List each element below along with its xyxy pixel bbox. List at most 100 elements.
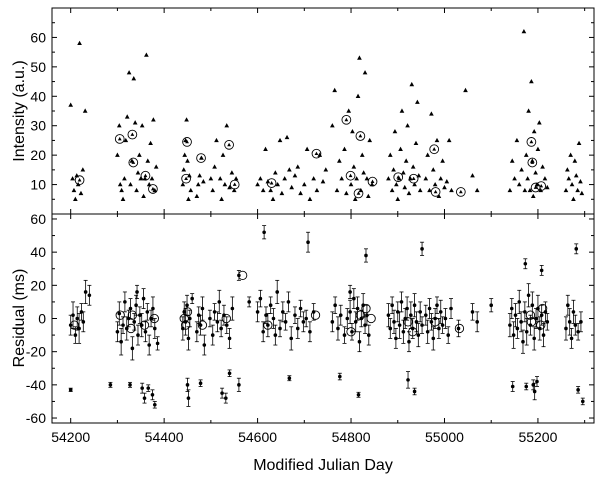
intensity-point (122, 176, 127, 181)
intensity-point (412, 181, 417, 187)
intensity-circled-point-triangle (530, 160, 535, 164)
intensity-point (314, 187, 320, 193)
intensity-point (287, 167, 292, 172)
residual-point (418, 310, 422, 314)
intensity-point (542, 176, 548, 181)
residual-point (355, 306, 360, 311)
intensity-point (117, 181, 123, 187)
residual-point (140, 386, 144, 390)
residual-point (73, 333, 78, 337)
residual-point (414, 320, 419, 324)
x-axis-title: Modified Julian Day (253, 457, 393, 474)
residual-circled-point (525, 310, 536, 320)
intensity-point (514, 137, 520, 143)
intensity-point (357, 55, 362, 60)
intensity-point (337, 158, 342, 163)
residual-point (188, 316, 192, 321)
residual-point (289, 336, 294, 341)
intensity-circled-point-triangle (232, 182, 237, 186)
residual-point (423, 313, 428, 317)
residual-point (366, 333, 371, 337)
intensity-point (565, 167, 570, 172)
intensity-point (255, 181, 260, 187)
intensity-point (351, 164, 357, 169)
residual-point (266, 323, 270, 327)
intensity-circled-point-triangle (151, 186, 155, 191)
intensity-point (429, 111, 434, 116)
residual-point (539, 268, 544, 273)
bottom-y-axis-tick-label: -40 (26, 377, 46, 393)
residual-circled-point (403, 317, 413, 327)
residual-point (301, 320, 306, 324)
residual-point (511, 333, 516, 337)
residual-point (308, 329, 312, 334)
intensity-point (342, 146, 347, 151)
intensity-point (115, 152, 120, 157)
intensity-point (522, 187, 528, 193)
intensity-circled-point (527, 157, 538, 168)
intensity-point (123, 137, 129, 143)
intensity-point (116, 123, 122, 128)
intensity-circled-point (128, 157, 139, 168)
residual-circled-point (346, 327, 356, 337)
residual-point (420, 323, 424, 327)
residual-circled-point (126, 323, 136, 334)
intensity-point (231, 187, 237, 193)
intensity-circled-point-triangle (348, 173, 353, 178)
residual-point (406, 378, 410, 382)
intensity-point (80, 167, 86, 172)
intensity-circled-point (430, 187, 441, 197)
intensity-circled-point-triangle (356, 191, 361, 195)
residual-point (407, 339, 411, 344)
intensity-point (295, 164, 301, 169)
residual-circled-point (115, 310, 125, 320)
residual-point (295, 326, 300, 331)
residual-point (342, 333, 347, 337)
intensity-circled-point-triangle (411, 176, 416, 181)
residual-point (224, 396, 228, 400)
residual-point (304, 316, 308, 321)
residual-point (185, 383, 190, 387)
top-y-axis-tick-label: 50 (30, 59, 46, 75)
intensity-point (566, 176, 572, 181)
intensity-point (529, 78, 534, 84)
intensity-point (579, 190, 585, 196)
intensity-point (332, 87, 338, 93)
residual-circled-point (408, 327, 418, 337)
intensity-point (128, 181, 133, 187)
intensity-point (134, 187, 139, 193)
intensity-circled-point (311, 148, 322, 159)
residual-point (574, 247, 579, 251)
residual-circled-point (221, 313, 231, 324)
intensity-point (563, 187, 569, 193)
intensity-point (387, 152, 393, 157)
intensity-circled-point-triangle (199, 155, 203, 160)
residual-point (212, 310, 217, 314)
intensity-point (148, 140, 153, 146)
intensity-circled-point-triangle (130, 132, 135, 136)
intensity-point (535, 146, 541, 151)
residual-point (151, 306, 155, 311)
residual-circled-point (366, 313, 376, 324)
residual-circled-point (69, 320, 80, 330)
intensity-point (142, 176, 148, 181)
intensity-circled-point (148, 184, 158, 194)
intensity-circled-point (393, 172, 404, 183)
intensity-point (533, 170, 538, 175)
residual-point (208, 316, 212, 321)
residual-point (271, 316, 276, 321)
residual-point (83, 290, 88, 294)
intensity-point (576, 140, 582, 146)
intensity-point (444, 179, 450, 184)
residual-point (306, 240, 310, 244)
residual-point (135, 290, 139, 294)
residual-point (348, 310, 352, 314)
residual-point (224, 323, 229, 327)
residual-point (508, 323, 512, 327)
intensity-point (119, 187, 124, 193)
residual-point (75, 316, 80, 321)
residual-point (515, 326, 520, 331)
residual-point (401, 329, 406, 334)
residual-point (353, 320, 358, 324)
intensity-point (301, 181, 307, 187)
